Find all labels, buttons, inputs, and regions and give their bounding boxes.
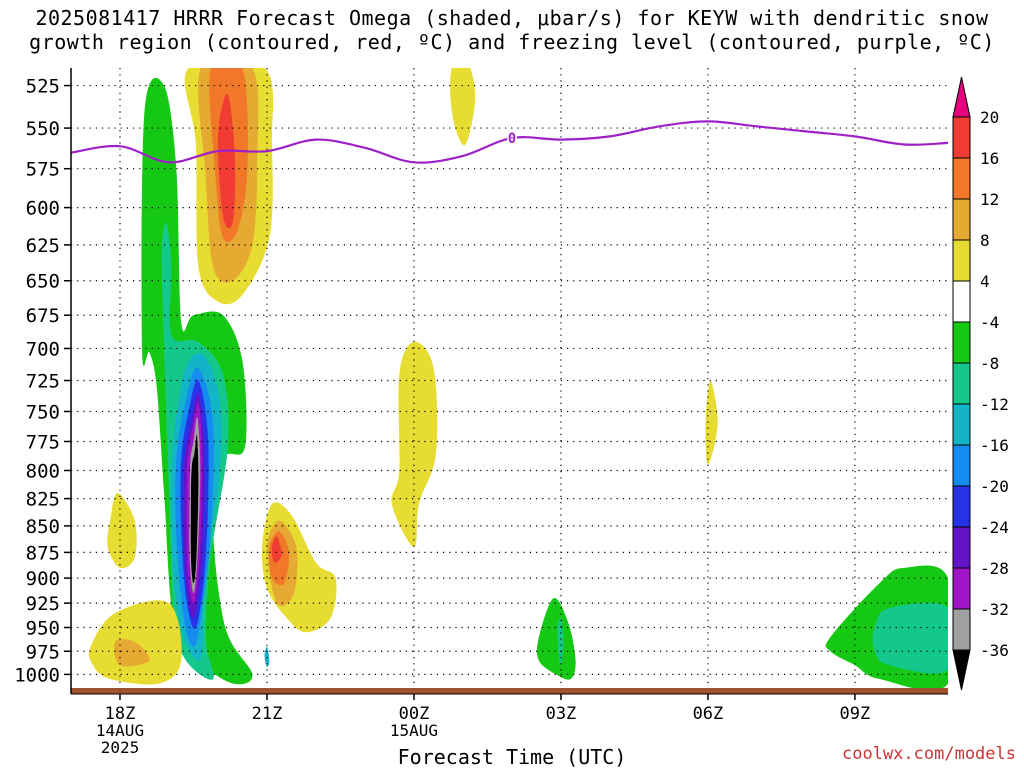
y-tick-label-1000: 1000 — [14, 664, 60, 686]
colorbar-label-13: -36 — [980, 641, 1009, 660]
colorbar-bin-0 — [952, 116, 971, 159]
y-tick-label-600: 600 — [26, 198, 60, 220]
omega-region-upward-low-late-teal — [872, 602, 948, 674]
watermark: coolwx.com/models — [842, 744, 1016, 764]
omega-region-sink-lower-red — [271, 536, 282, 563]
omega-region-sink-06z — [705, 380, 718, 465]
colorbar-bin-7 — [952, 403, 971, 446]
colorbar-bin-1 — [952, 157, 971, 200]
y-tick-label-650: 650 — [26, 271, 60, 293]
x-tick-sublabel-14AUG: 14AUG — [96, 721, 144, 740]
y-tick-label-900: 900 — [26, 568, 60, 590]
colorbar-bin-11 — [952, 567, 971, 610]
y-tick-label-525: 525 — [26, 76, 60, 98]
colorbar-label-12: -32 — [980, 600, 1009, 619]
x-tick-label-18Z: 18Z — [105, 704, 136, 724]
omega-shaded-regions — [88, 68, 948, 688]
chart-title-line-2: growth region (contoured, red, ºC) and f… — [29, 30, 995, 54]
x-tick-sublabel-15AUG: 15AUG — [390, 721, 438, 740]
y-tick-label-550: 550 — [26, 118, 60, 140]
colorbar-label-3: 8 — [980, 231, 990, 250]
ground-strip — [71, 688, 948, 694]
omega-region-sink-mid-00z — [391, 341, 438, 548]
omega-region-upward-low-03z — [536, 597, 576, 680]
colorbar-bin-9 — [952, 485, 971, 528]
omega-region-sink-18z-mid — [107, 493, 137, 569]
y-tick-label-675: 675 — [26, 305, 60, 327]
x-tick-label-00Z: 00Z — [399, 704, 430, 724]
colorbar-bin-4 — [952, 280, 971, 323]
y-tick-label-700: 700 — [26, 338, 60, 360]
ground-layer — [71, 688, 948, 694]
grid-lines — [71, 68, 948, 688]
x-axis-label: Forecast Time (UTC) — [397, 745, 627, 769]
freezing-level-label: 0 — [508, 131, 516, 147]
y-tick-label-750: 750 — [26, 402, 60, 424]
colorbar-label-8: -16 — [980, 436, 1009, 455]
colorbar-bin-5 — [952, 321, 971, 364]
x-tick-label-21Z: 21Z — [252, 704, 283, 724]
chart-title-line-1: 2025081417 HRRR Forecast Omega (shaded, … — [35, 6, 989, 30]
colorbar-label-0: 20 — [980, 108, 999, 127]
y-tick-label-575: 575 — [26, 159, 60, 181]
y-tick-label-775: 775 — [26, 431, 60, 453]
y-tick-label-975: 975 — [26, 641, 60, 663]
colorbar-bottom-arrow — [952, 649, 971, 691]
colorbar-label-1: 16 — [980, 149, 999, 168]
x-tick-label-06Z: 06Z — [693, 704, 724, 724]
freezing-level-layer: 0 — [71, 120, 948, 164]
colorbar-bin-2 — [952, 198, 971, 241]
omega-region-upward-column-core — [190, 434, 199, 584]
y-tick-label-825: 825 — [26, 489, 60, 511]
colorbar-label-7: -12 — [980, 395, 1009, 414]
colorbar-top-arrow — [952, 76, 971, 118]
omega-region-upward-column-base-cyan — [264, 646, 270, 668]
x-tick-label-09Z: 09Z — [840, 704, 871, 724]
y-axis-ticks: 525 550 575 600 625 650 675 700 725 750 775 800 825 8… — [14, 76, 71, 686]
freezing-level-line — [71, 120, 948, 164]
colorbar-bin-12 — [952, 608, 971, 651]
y-tick-label-850: 850 — [26, 516, 60, 538]
colorbar-label-4: 4 — [980, 272, 990, 291]
omega-region-sink-top-00z — [450, 68, 476, 146]
colorbar-label-2: 12 — [980, 190, 999, 209]
colorbar-label-6: -8 — [980, 354, 999, 373]
colorbar-label-11: -28 — [980, 559, 1009, 578]
omega-region-upward-low-03z-teal — [557, 617, 564, 666]
omega-region-sink-upper-red — [217, 93, 236, 229]
y-tick-label-875: 875 — [26, 542, 60, 564]
colorbar-bin-6 — [952, 362, 971, 405]
colorbar: 20 16 12 8 4 -4 -8 -12 -16 -20 -24 -28 -32 -36 — [952, 76, 1009, 691]
y-tick-label-950: 950 — [26, 618, 60, 640]
x-tick-label-03Z: 03Z — [546, 704, 577, 724]
x-tick-sublabel-2025: 2025 — [101, 738, 140, 757]
y-tick-label-925: 925 — [26, 593, 60, 615]
y-tick-label-800: 800 — [26, 460, 60, 482]
chart-title: 2025081417 HRRR Forecast Omega (shaded, … — [0, 6, 1024, 54]
y-tick-label-725: 725 — [26, 371, 60, 393]
colorbar-bin-3 — [952, 239, 971, 282]
colorbar-label-10: -24 — [980, 518, 1009, 537]
colorbar-bin-10 — [952, 526, 971, 569]
y-tick-label-625: 625 — [26, 235, 60, 257]
colorbar-label-5: -4 — [980, 313, 999, 332]
omega-region-sink-18z-low-gold — [113, 639, 150, 667]
colorbar-label-9: -20 — [980, 477, 1009, 496]
colorbar-bin-8 — [952, 444, 971, 487]
